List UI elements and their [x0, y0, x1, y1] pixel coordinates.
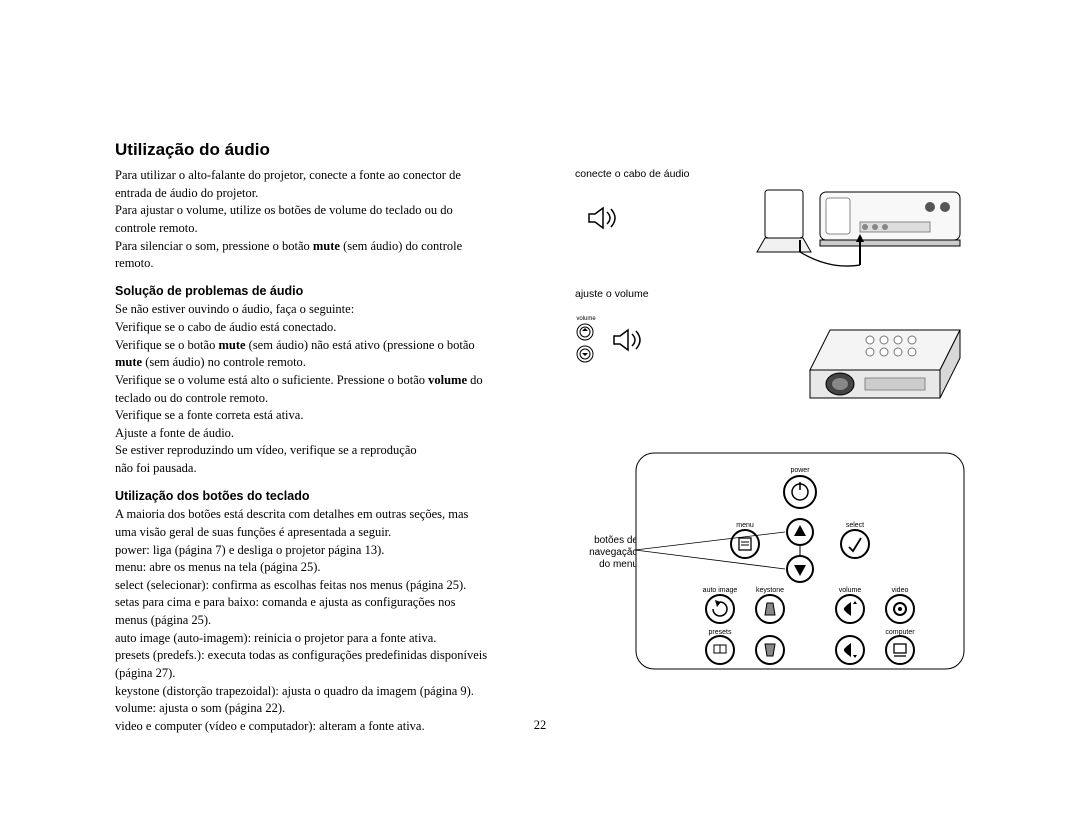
svg-text:video: video [892, 587, 909, 594]
body-text: remoto. [115, 256, 545, 272]
figure-adjust-volume: volume [575, 300, 975, 410]
figure-connect-audio-cable [575, 180, 975, 280]
body-text: Verifique se o volume está alto o sufici… [115, 373, 545, 389]
svg-text:select: select [846, 522, 864, 529]
body-text: menu: abre os menus na tela (página 25). [115, 560, 545, 576]
body-text: Se estiver reproduzindo um vídeo, verifi… [115, 443, 545, 459]
body-text: Verifique se a fonte correta está ativa. [115, 408, 545, 424]
figure-caption-connect-cable: conecte o cabo de áudio [575, 168, 975, 180]
body-text: volume: ajusta o som (página 22). [115, 701, 545, 717]
body-text: auto image (auto-imagem): reinicia o pro… [115, 631, 545, 647]
svg-text:volume: volume [839, 587, 862, 594]
body-text: keystone (distorção trapezoidal): ajusta… [115, 684, 545, 700]
body-text: select (selecionar): confirma as escolha… [115, 578, 545, 594]
body-text: controle remoto. [115, 221, 545, 237]
figure-caption-adjust-volume: ajuste o volume [575, 288, 975, 300]
body-text: Ajuste a fonte de áudio. [115, 426, 545, 442]
keypad-nav-label: botões de navegação do menu [583, 535, 638, 571]
body-text: uma visão geral de suas funções é aprese… [115, 525, 545, 541]
body-text: setas para cima e para baixo: comanda e … [115, 595, 545, 611]
svg-text:volume: volume [576, 316, 596, 322]
svg-text:menu: menu [736, 522, 754, 529]
body-text: mute (sem áudio) no controle remoto. [115, 355, 545, 371]
body-text: Verifique se o botão mute (sem áudio) nã… [115, 338, 545, 354]
subheading-troubleshooting: Solução de problemas de áudio [115, 284, 545, 300]
body-text: teclado ou do controle remoto. [115, 391, 545, 407]
svg-text:power: power [790, 467, 810, 474]
svg-text:computer: computer [885, 629, 915, 636]
svg-text:presets: presets [709, 629, 732, 636]
body-text: não foi pausada. [115, 461, 545, 477]
body-text: entrada de áudio do projetor. [115, 186, 545, 202]
page-title: Utilização do áudio [115, 140, 545, 160]
svg-text:auto image: auto image [703, 587, 738, 594]
body-text: power: liga (página 7) e desliga o proje… [115, 543, 545, 559]
subheading-keypad: Utilização dos botões do teclado [115, 489, 545, 505]
body-text: presets (predefs.): executa todas as con… [115, 648, 545, 664]
body-text: Para ajustar o volume, utilize os botões… [115, 203, 545, 219]
body-text: Se não estiver ouvindo o áudio, faça o s… [115, 302, 545, 318]
body-text: Para silenciar o som, pressione o botão … [115, 239, 545, 255]
body-text: menus (página 25). [115, 613, 545, 629]
body-text: Verifique se o cabo de áudio está conect… [115, 320, 545, 336]
svg-text:keystone: keystone [756, 587, 784, 594]
body-text: A maioria dos botões está descrita com d… [115, 507, 545, 523]
body-text: Para utilizar o alto-falante do projetor… [115, 168, 545, 184]
body-text: (página 27). [115, 666, 545, 682]
page-number: 22 [0, 718, 1080, 733]
figure-keypad: power menu select auto imag [635, 452, 965, 682]
